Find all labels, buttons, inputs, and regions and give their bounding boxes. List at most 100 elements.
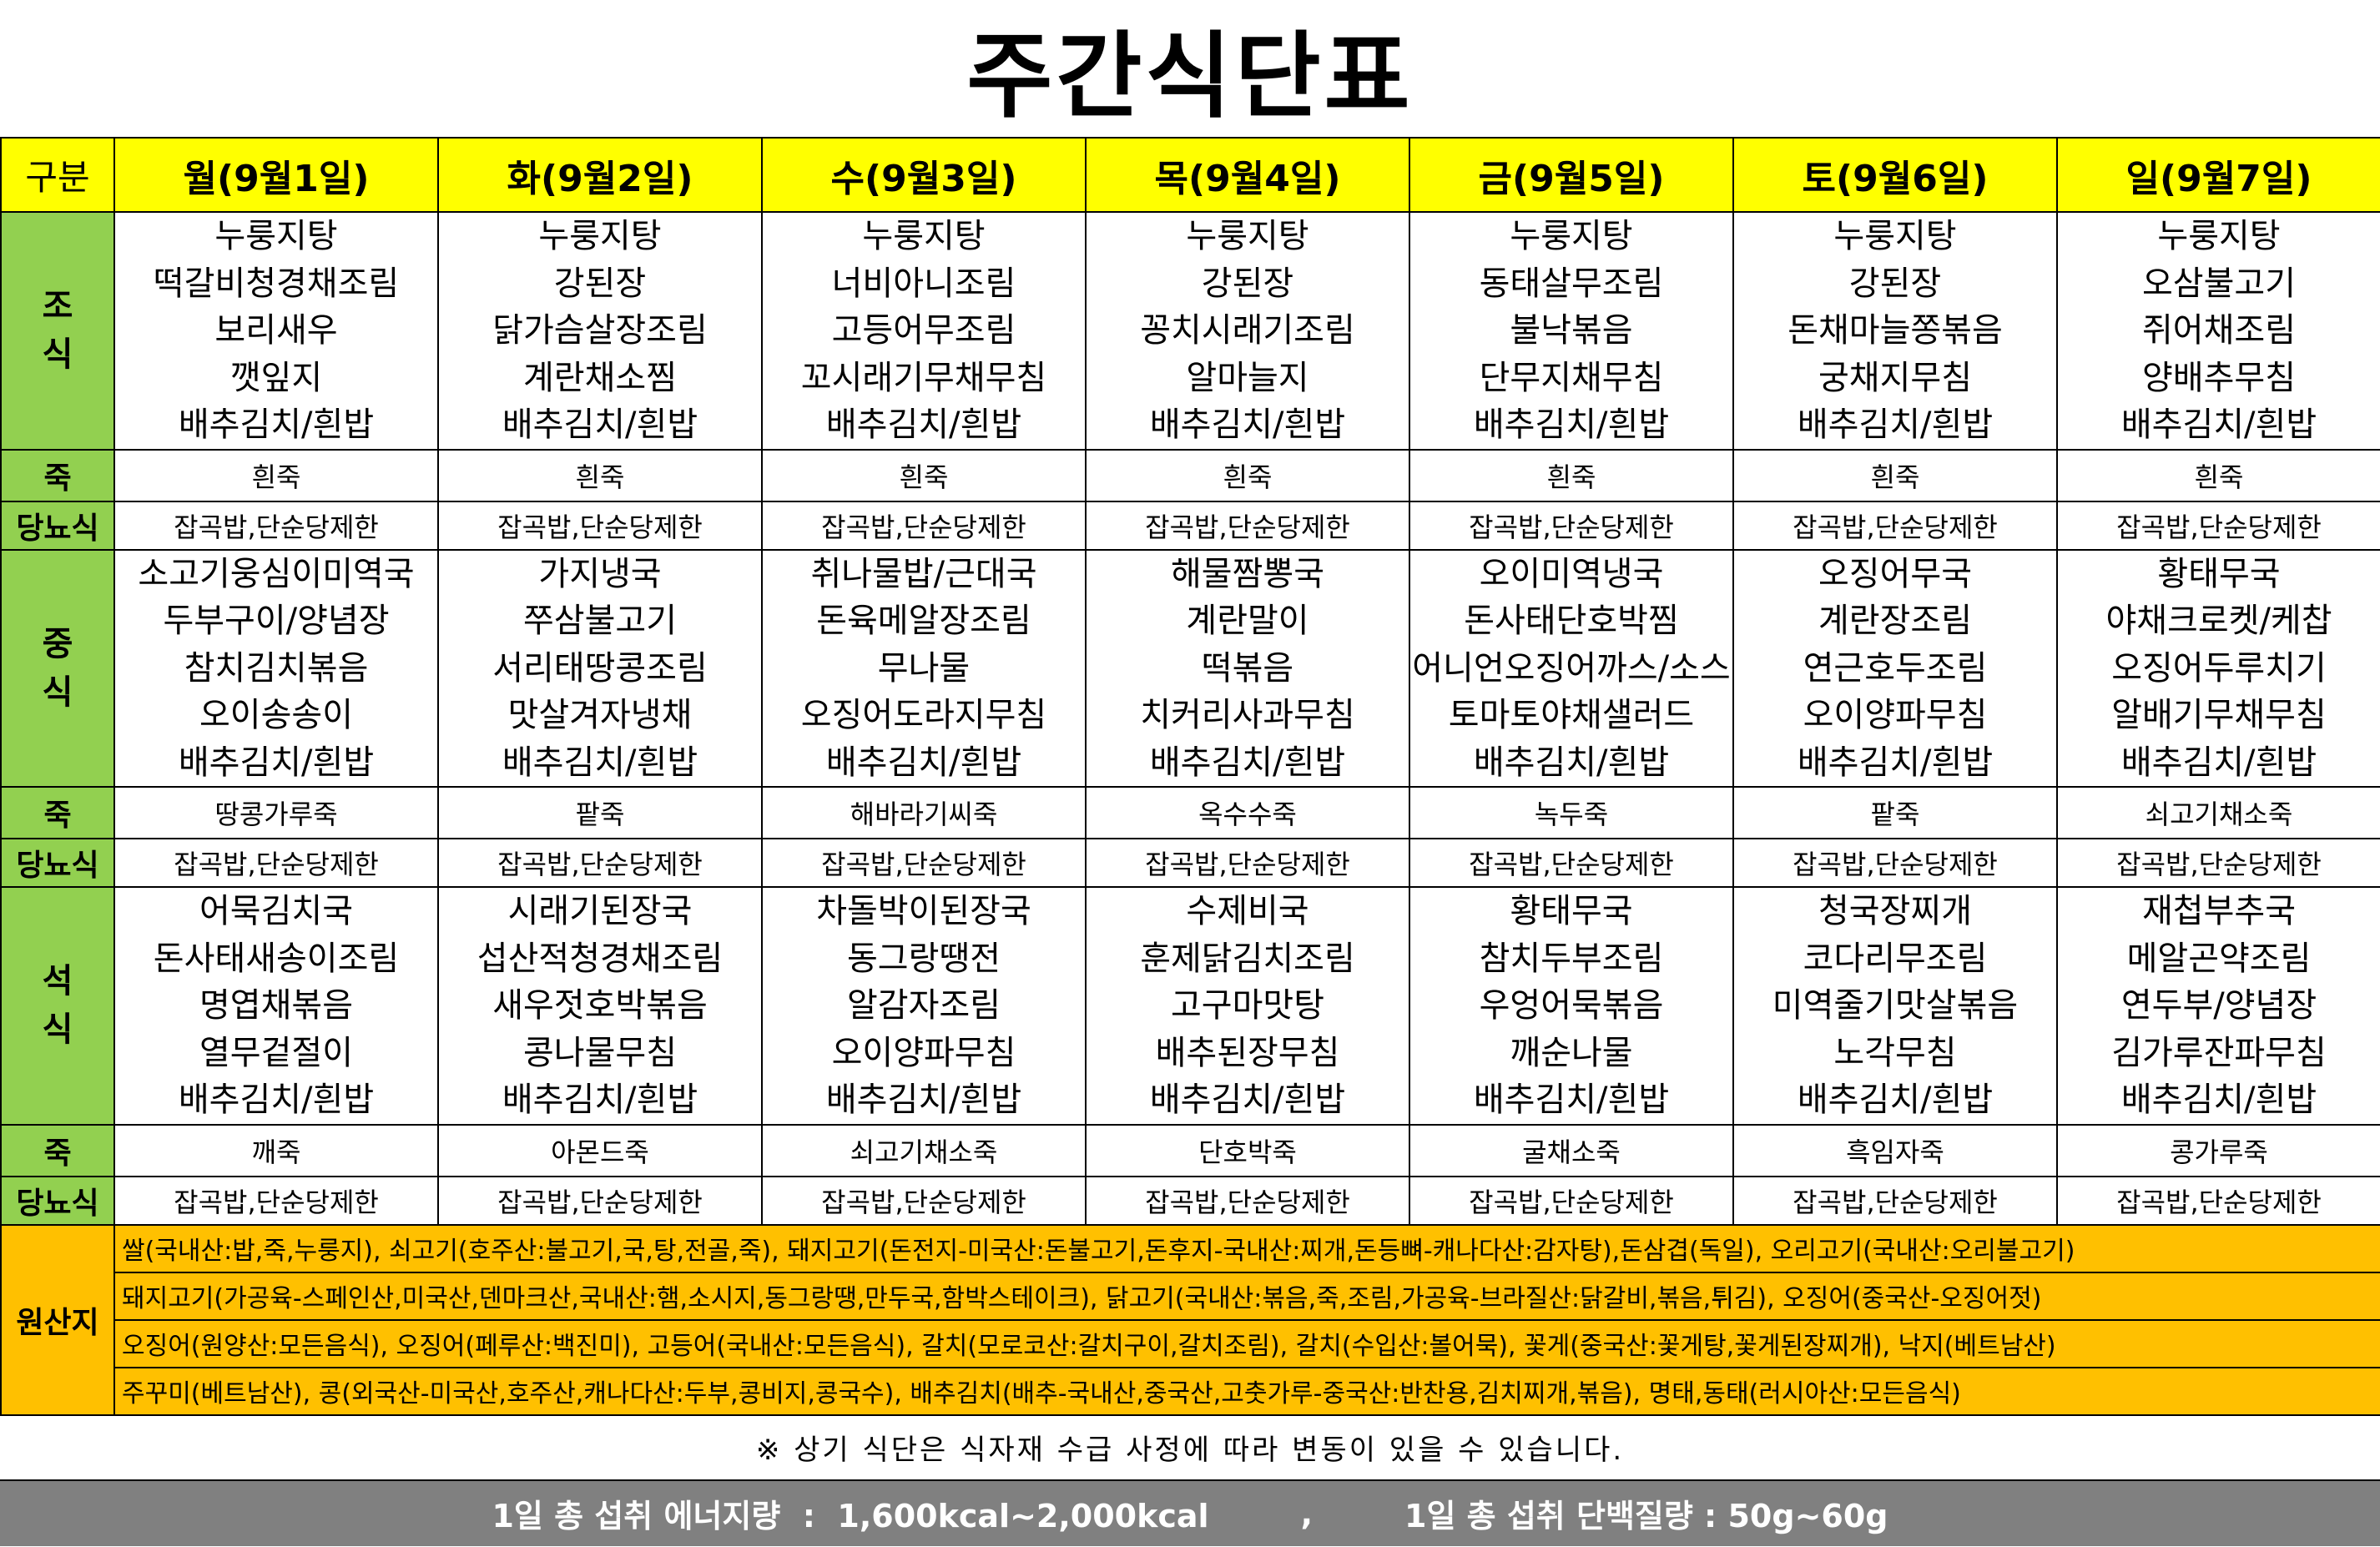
menu-item: 깨순나물	[1510, 1033, 1633, 1072]
meal-cell: 누룽지탕 동태살무조림 불낙볶음 단무지채무침 배추김치/흰밥	[1409, 211, 1734, 451]
table-row: 오징어(원양산:모든음식), 오징어(페루산:백진미), 고등어(국내산:모든음…	[1, 1318, 2380, 1368]
menu-item: 강된장	[1848, 264, 1942, 303]
menu-item: 배추김치/흰밥	[825, 1081, 1022, 1119]
diabetic-cell: 잡곡밥,단순당제한	[113, 500, 439, 551]
menu-item: 열무겉절이	[199, 1033, 353, 1072]
diabetic-label: 당뇨식	[0, 500, 115, 551]
diabetic-cell: 잡곡밥,단순당제한	[1409, 1175, 1734, 1226]
porridge-cell: 쇠고기채소죽	[2056, 786, 2380, 839]
menu-item: 차돌박이된장국	[816, 892, 1031, 930]
table-row: 조 식 누룽지탕 떡갈비청경채조림 보리새우 깻잎지 배추김치/흰밥 누룽지탕 강된장 닭가슴살장…	[0, 211, 2380, 451]
menu-item: 배추된장무침	[1155, 1033, 1340, 1072]
porridge-label: 죽	[0, 786, 115, 839]
meal-cell: 누룽지탕 너비아니조림 고등어무조림 꼬시래기무채무침 배추김치/흰밥	[761, 211, 1087, 451]
porridge-cell: 옥수수죽	[1085, 786, 1410, 839]
diabetic-cell: 잡곡밥,단순당제한	[437, 838, 763, 888]
meal-label-char: 조	[42, 287, 73, 326]
menu-item: 맛살겨자냉채	[507, 696, 693, 734]
menu-item: 배추김치/흰밥	[178, 406, 375, 444]
menu-item: 소고기웅심이미역국	[138, 554, 415, 593]
menu-item: 배추김치/흰밥	[1149, 743, 1346, 782]
page-title: 주간식단표	[966, 23, 1414, 131]
diabetic-cell: 잡곡밥,단순당제한	[761, 1175, 1087, 1226]
menu-item: 취나물밥/근대국	[810, 554, 1037, 593]
notice-text: ※ 상기 식단은 식자재 수급 사정에 따라 변동이 있을 수 있습니다.	[0, 1416, 2380, 1481]
menu-item: 배추김치/흰밥	[1149, 1081, 1346, 1119]
menu-item: 누룽지탕	[1833, 217, 1957, 255]
menu-item: 꽁치시래기조림	[1140, 311, 1355, 350]
menu-item: 배추김치/흰밥	[2120, 406, 2317, 444]
menu-item: 코다리무조림	[1803, 939, 1988, 978]
menu-item: 돈사태단호박찜	[1464, 602, 1679, 640]
day-header: 화(9월2일)	[437, 137, 763, 213]
menu-item: 야채크로켓/케찹	[2105, 602, 2332, 640]
menu-item: 배추김치/흰밥	[502, 406, 698, 444]
menu-item: 연근호두조림	[1803, 648, 1988, 688]
menu-item: 황태무국	[1510, 892, 1633, 930]
menu-item: 오이송송이	[199, 696, 353, 734]
menu-item: 너비아니조림	[831, 264, 1016, 303]
diabetic-cell: 잡곡밥,단순당제한	[2056, 1175, 2380, 1226]
table-row: 당뇨식 잡곡밥,단순당제한 잡곡밥,단순당제한 잡곡밥,단순당제한 잡곡밥,단순당제한 잡…	[0, 500, 2380, 551]
menu-item: 고등어무조림	[831, 311, 1016, 350]
menu-item: 수제비국	[1186, 892, 1309, 930]
origin-line: 주꾸미(베트남산), 콩(외국산-미국산,호주산,캐나다산:두부,콩비지,콩국수…	[113, 1366, 2380, 1416]
menu-item: 배추김치/흰밥	[1473, 743, 1670, 782]
menu-item: 꼬시래기무채무침	[800, 358, 1047, 397]
menu-item: 오이미역냉국	[1479, 554, 1664, 593]
menu-item: 계란장조림	[1818, 602, 1972, 640]
meal-cell: 취나물밥/근대국 돈육메알장조림 무나물 오징어도라지무침 배추김치/흰밥	[761, 548, 1087, 788]
menu-item: 콩나물무침	[523, 1033, 677, 1072]
porridge-cell: 단호박죽	[1085, 1123, 1410, 1177]
diabetic-cell: 잡곡밥,단순당제한	[1085, 1175, 1410, 1226]
meal-cell: 소고기웅심이미역국 두부구이/양념장 참치김치볶음 오이송송이 배추김치/흰밥	[113, 548, 439, 788]
porridge-cell: 땅콩가루죽	[113, 786, 439, 839]
menu-item: 계란말이	[1186, 602, 1309, 640]
day-header: 수(9월3일)	[761, 137, 1087, 213]
table-row: 당뇨식 잡곡밥,단순당제한 잡곡밥,단순당제한 잡곡밥,단순당제한 잡곡밥,단순당제한 잡…	[0, 1175, 2380, 1226]
table-row: 구분 월(9월1일) 화(9월2일) 수(9월3일) 목(9월4일) 금(9월5일) 토(9…	[0, 137, 2380, 213]
menu-item: 배추김치/흰밥	[1473, 406, 1670, 444]
menu-item: 동태살무조림	[1479, 264, 1664, 303]
footer-separator: ,	[1300, 1494, 1314, 1532]
menu-item: 명엽채볶음	[199, 986, 353, 1025]
table-row: 당뇨식 잡곡밥,단순당제한 잡곡밥,단순당제한 잡곡밥,단순당제한 잡곡밥,단순당제한 잡…	[0, 838, 2380, 888]
menu-item: 누룽지탕	[2157, 217, 2281, 255]
menu-item: 떡갈비청경채조림	[153, 264, 400, 303]
menu-item: 무나물	[877, 648, 971, 688]
origin-line: 돼지고기(가공육-스페인산,미국산,덴마크산,국내산:햄,소시지,동그랑땡,만두…	[113, 1271, 2380, 1321]
menu-item: 누룽지탕	[1186, 217, 1309, 255]
menu-item: 배추김치/흰밥	[1797, 743, 1994, 782]
menu-item: 가지냉국	[538, 554, 662, 593]
porridge-cell: 녹두죽	[1409, 786, 1734, 839]
meal-cell: 누룽지탕 오삼불고기 쥐어채조림 양배추무침 배추김치/흰밥	[2056, 211, 2380, 451]
menu-item: 불낙볶음	[1510, 311, 1633, 350]
menu-item: 참치김치볶음	[184, 648, 369, 688]
menu-item: 배추김치/흰밥	[502, 743, 698, 782]
menu-item: 배추김치/흰밥	[1797, 406, 1994, 444]
table-row: 죽 깨죽 아몬드죽 쇠고기채소죽 단호박죽 굴채소죽 흑임자죽 콩가루죽	[0, 1123, 2380, 1177]
menu-item: 돈채마늘쫑볶음	[1788, 311, 2003, 350]
day-header: 토(9월6일)	[1732, 137, 2058, 213]
menu-item: 연두부/양념장	[2120, 986, 2317, 1025]
diabetic-cell: 잡곡밥,단순당제한	[1409, 838, 1734, 888]
diabetic-cell: 잡곡밥,단순당제한	[1732, 500, 2058, 551]
diabetic-cell: 잡곡밥,단순당제한	[437, 1175, 763, 1226]
meal-cell: 청국장찌개 코다리무조림 미역줄기맛살볶음 노각무침 배추김치/흰밥	[1732, 886, 2058, 1126]
menu-item: 누룽지탕	[538, 217, 662, 255]
table-row: 중 식 소고기웅심이미역국 두부구이/양념장 참치김치볶음 오이송송이 배추김치/흰밥 가지냉…	[0, 548, 2380, 788]
menu-item: 해물짬뽕국	[1171, 554, 1324, 593]
menu-item: 섭산적청경채조림	[477, 939, 724, 978]
menu-table: 구분 월(9월1일) 화(9월2일) 수(9월3일) 목(9월4일) 금(9월5일) 토(9…	[0, 137, 2380, 1416]
menu-item: 황태무국	[2157, 554, 2281, 593]
meal-cell: 누룽지탕 강된장 돈채마늘쫑볶음 궁채지무침 배추김치/흰밥	[1732, 211, 2058, 451]
porridge-cell: 흑임자죽	[1732, 1123, 2058, 1177]
meal-cell: 황태무국 야채크로켓/케찹 오징어두루치기 알배기무채무침 배추김치/흰밥	[2056, 548, 2380, 788]
porridge-cell: 팥죽	[1732, 786, 2058, 839]
day-header: 금(9월5일)	[1409, 137, 1734, 213]
diabetic-cell: 잡곡밥,단순당제한	[2056, 838, 2380, 888]
day-header: 일(9월7일)	[2056, 137, 2380, 213]
diabetic-cell: 잡곡밥,단순당제한	[761, 500, 1087, 551]
menu-item: 서리태땅콩조림	[492, 648, 708, 688]
porridge-cell: 해바라기씨죽	[761, 786, 1087, 839]
